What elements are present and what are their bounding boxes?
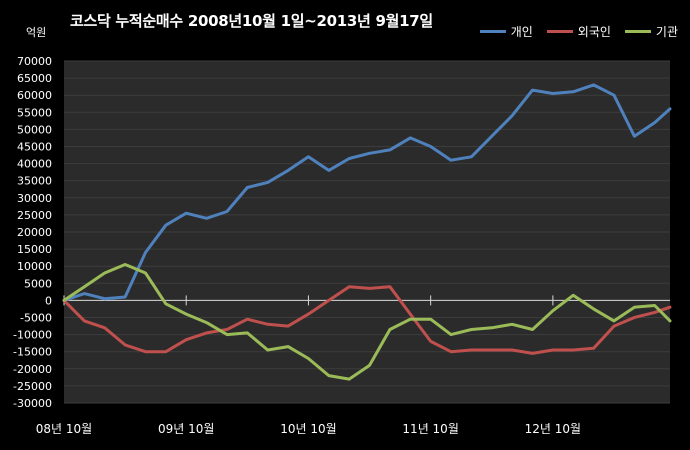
legend-swatch-institution bbox=[624, 30, 651, 33]
legend-label-individual: 개인 bbox=[510, 25, 533, 39]
series-line-institution bbox=[62, 263, 672, 381]
y-tick-label: 65000 bbox=[17, 72, 52, 85]
y-tick-label: 60000 bbox=[17, 89, 52, 102]
legend-label-institution: 기관 bbox=[655, 25, 678, 39]
y-tick-label: 20000 bbox=[17, 226, 52, 239]
legend-item-foreign: 외국인 bbox=[546, 23, 611, 40]
y-tick-label: -20000 bbox=[13, 363, 52, 376]
y-tick-label: 30000 bbox=[17, 192, 52, 205]
y-tick-label: -25000 bbox=[13, 380, 52, 393]
x-tick-label: 08년 10월 bbox=[36, 422, 92, 436]
y-tick-label: 35000 bbox=[17, 175, 52, 188]
legend-swatch-foreign bbox=[546, 30, 573, 33]
y-tick-label: 15000 bbox=[17, 243, 52, 256]
y-tick-label: -5000 bbox=[20, 312, 52, 325]
x-tick-label: 11년 10월 bbox=[402, 422, 458, 436]
x-tick-label: 10년 10월 bbox=[280, 422, 336, 436]
y-tick-label: -10000 bbox=[13, 329, 52, 342]
x-tick-label: 09년 10월 bbox=[158, 422, 214, 436]
legend-item-individual: 개인 bbox=[479, 23, 533, 40]
y-tick-label: 10000 bbox=[17, 260, 52, 273]
x-tick-label: 12년 10월 bbox=[525, 422, 581, 436]
series-line-foreign bbox=[62, 285, 672, 355]
y-tick-label: 5000 bbox=[24, 277, 52, 290]
legend-swatch-individual bbox=[479, 30, 506, 33]
y-tick-label: 70000 bbox=[17, 55, 52, 68]
y-tick-label: 45000 bbox=[17, 141, 52, 154]
legend: 개인 외국인 기관 bbox=[479, 23, 678, 40]
legend-item-institution: 기관 bbox=[624, 23, 678, 40]
y-tick-label: 25000 bbox=[17, 209, 52, 222]
chart-title: 코스닥 누적순매수 2008년10월 1일~2013년 9월17일 bbox=[70, 12, 433, 30]
legend-label-foreign: 외국인 bbox=[577, 25, 611, 39]
y-tick-label: 50000 bbox=[17, 123, 52, 136]
y-tick-label: 40000 bbox=[17, 158, 52, 171]
y-tick-label: 55000 bbox=[17, 106, 52, 119]
series-line-individual bbox=[62, 83, 672, 302]
y-axis-unit-label: 억원 bbox=[26, 26, 47, 39]
y-tick-label: -15000 bbox=[13, 346, 52, 359]
y-tick-label: 0 bbox=[45, 294, 52, 307]
y-tick-label: -30000 bbox=[13, 397, 52, 410]
